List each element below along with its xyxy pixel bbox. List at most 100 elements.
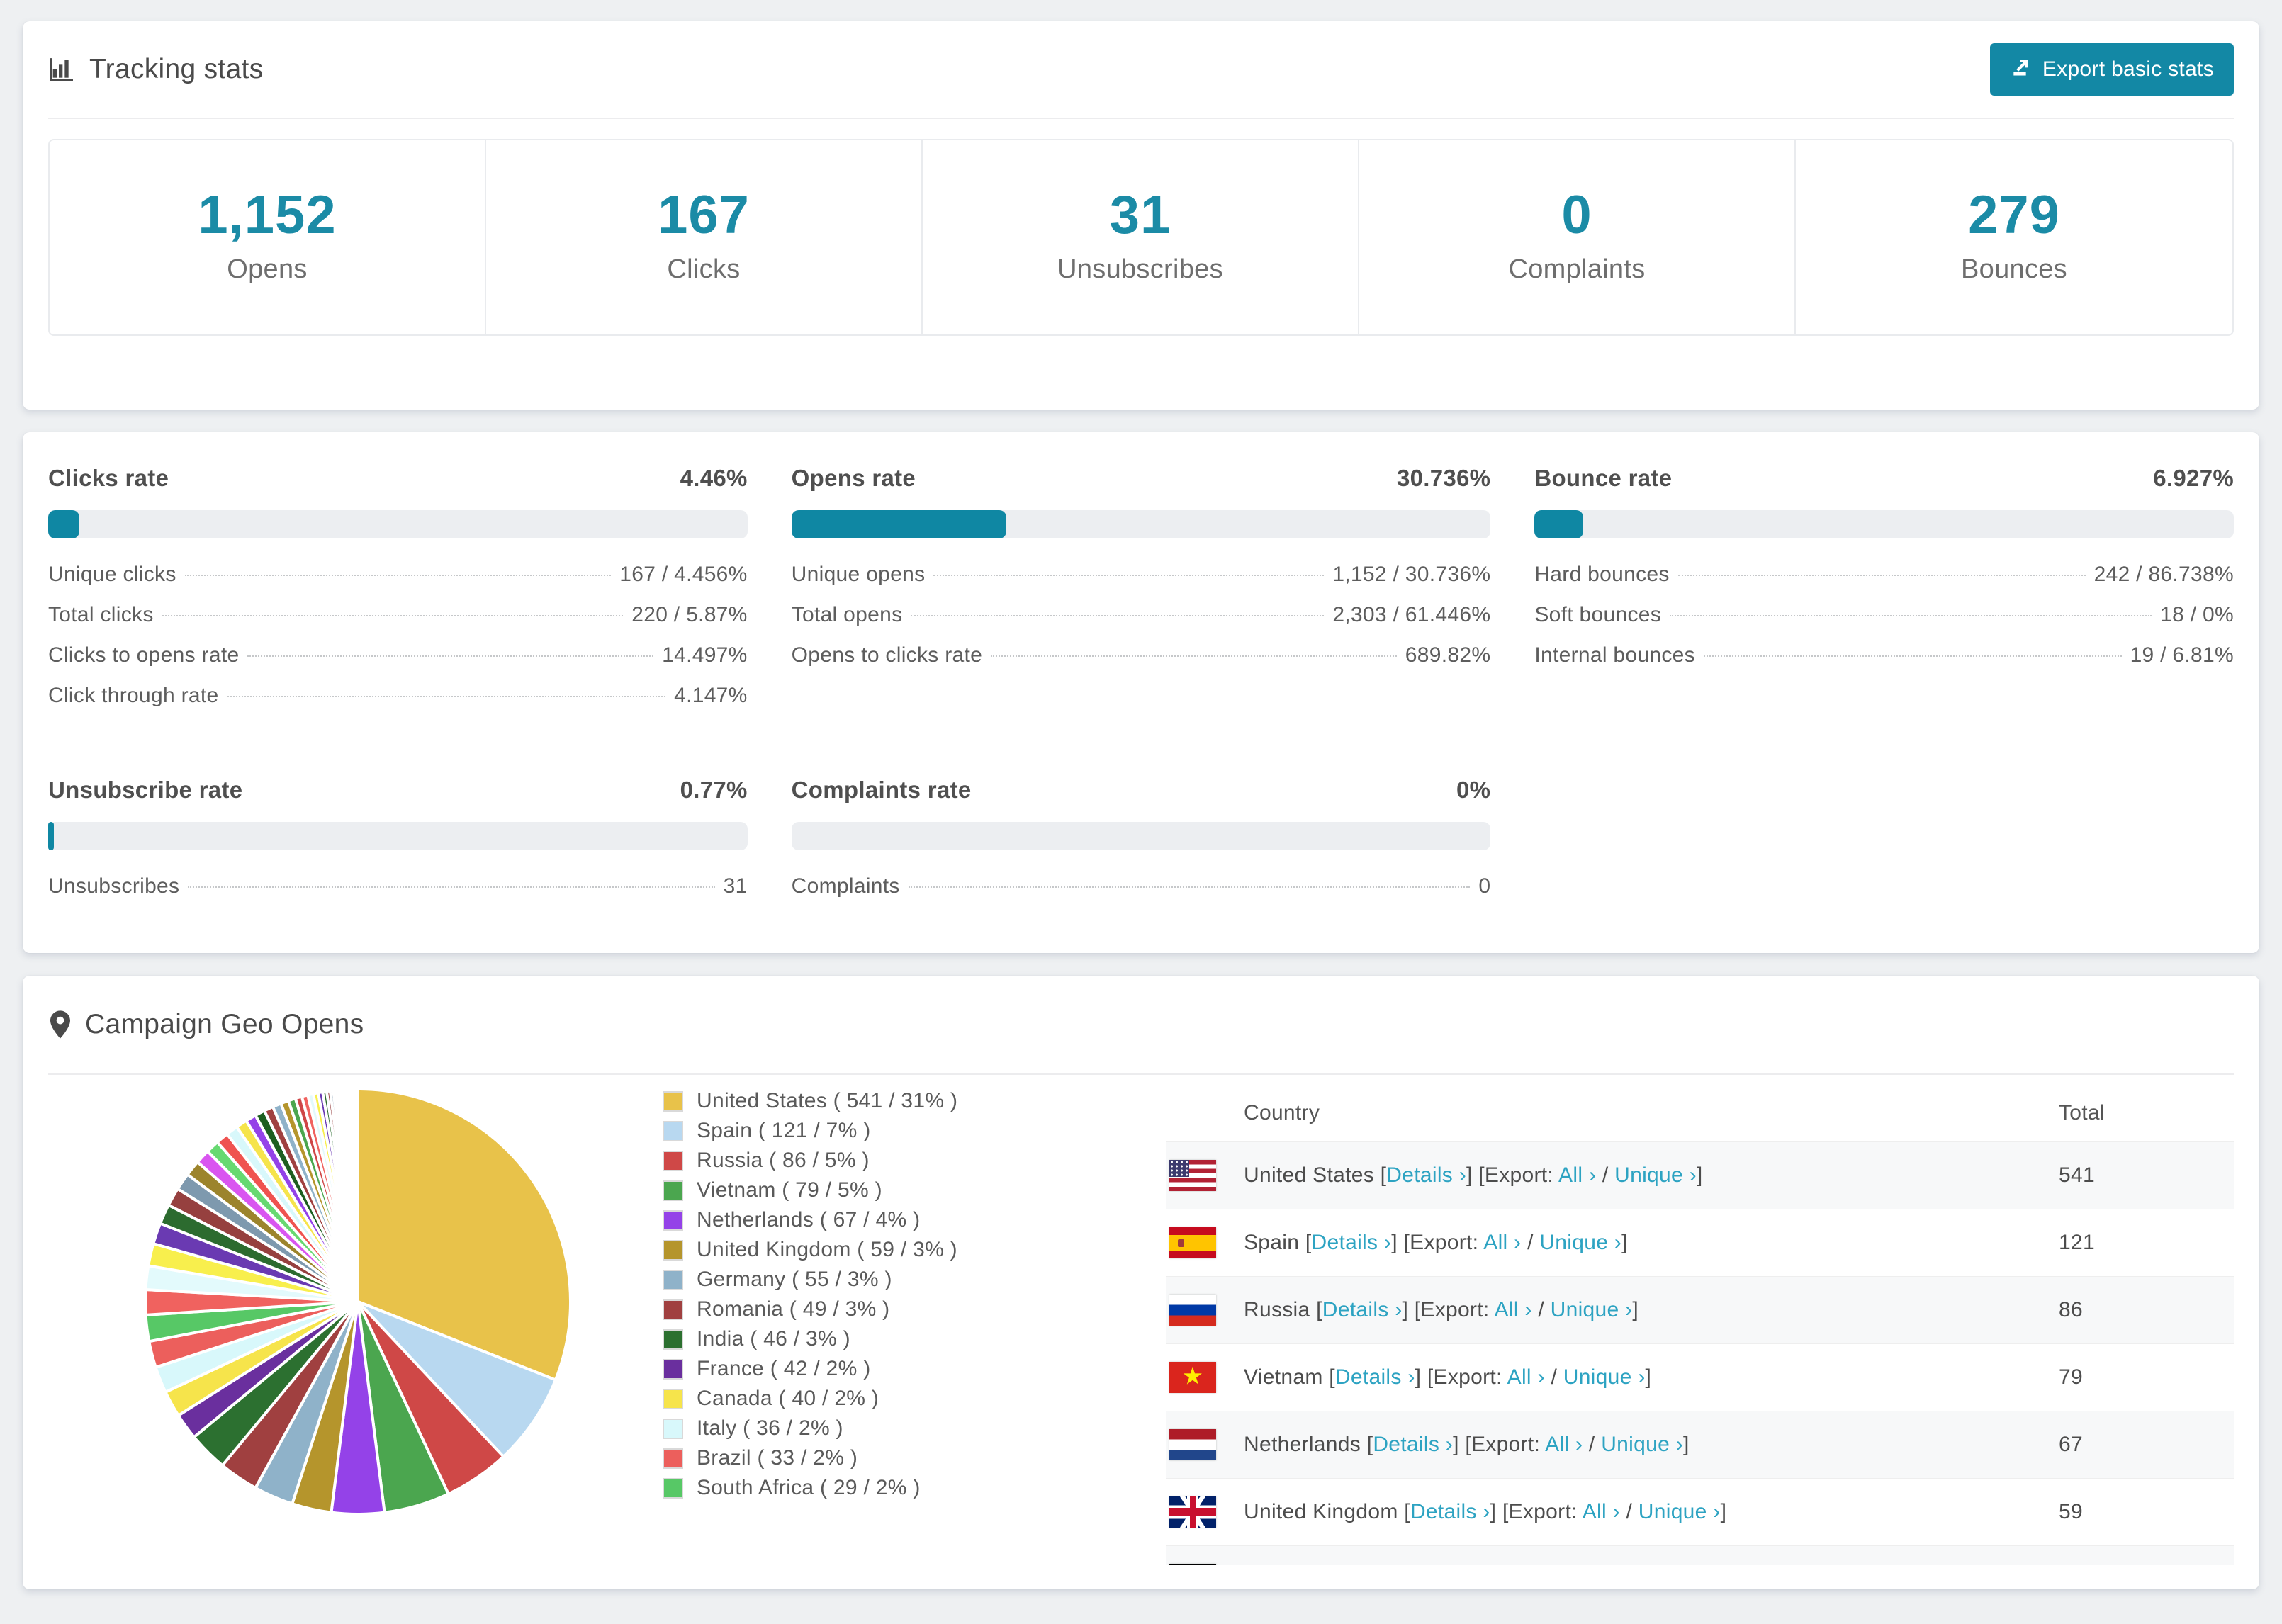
legend-item: Italy ( 36 / 2% ) (663, 1414, 957, 1443)
dotted-leader (247, 655, 654, 657)
legend-swatch (663, 1090, 683, 1112)
legend-swatch (663, 1239, 683, 1261)
export-unique-link[interactable]: Unique › (1539, 1231, 1622, 1254)
export-all-link[interactable]: All › (1507, 1365, 1545, 1389)
rate-progress-fill (48, 822, 54, 850)
rate-value: 4.46% (680, 465, 748, 491)
dotted-leader (908, 886, 1471, 888)
country-cell: United States [Details ›] [Export: All ›… (1244, 1163, 1703, 1187)
export-all-link[interactable]: All › (1558, 1163, 1597, 1187)
rate-detail-label: Total opens (791, 603, 903, 626)
stat-value: 167 (658, 185, 750, 245)
export-unique-link[interactable]: Unique › (1614, 1163, 1697, 1187)
rate-detail-row: Unsubscribes 31 (48, 874, 748, 915)
legend-item: Russia ( 86 / 5% ) (663, 1146, 957, 1175)
stat-value: 0 (1561, 185, 1592, 245)
rate-title: Bounce rate (1534, 465, 1673, 491)
export-all-link[interactable]: All › (1494, 1298, 1532, 1321)
rate-detail-value: 242 / 86.738% (2093, 563, 2234, 586)
export-basic-stats-button[interactable]: Export basic stats (1989, 43, 2234, 96)
legend-item: South Africa ( 29 / 2% ) (663, 1473, 957, 1503)
dotted-leader (184, 575, 612, 576)
dotted-leader (1670, 615, 2152, 616)
rate-value: 0.77% (680, 777, 748, 803)
legend-swatch (663, 1150, 683, 1171)
rate-detail-label: Unique clicks (48, 563, 176, 586)
country-cell: Spain [Details ›] [Export: All › / Uniqu… (1244, 1231, 1628, 1254)
legend-label: Brazil ( 33 / 2% ) (697, 1446, 858, 1470)
rate-value: 30.736% (1396, 465, 1491, 491)
legend-label: Romania ( 49 / 3% ) (697, 1297, 890, 1321)
details-link[interactable]: Details › (1373, 1433, 1454, 1456)
rate-detail-value: 4.147% (674, 684, 748, 707)
country-flag-icon (1169, 1564, 1216, 1565)
rate-block: Complaints rate 0% Complaints 0 (791, 765, 1491, 915)
legend-item: Germany ( 55 / 3% ) (663, 1265, 957, 1295)
country-flag-icon (1169, 1295, 1216, 1326)
export-all-link[interactable]: All › (1483, 1231, 1522, 1254)
country-cell: United Kingdom [Details ›] [Export: All … (1244, 1500, 1727, 1523)
details-link[interactable]: Details › (1334, 1365, 1415, 1389)
details-link[interactable]: Details › (1311, 1231, 1392, 1254)
details-link[interactable]: Details › (1322, 1298, 1403, 1321)
legend-label: South Africa ( 29 / 2% ) (697, 1476, 921, 1499)
legend-swatch (663, 1269, 683, 1290)
geo-table-row: Netherlands [Details ›] [Export: All › /… (1166, 1411, 2234, 1478)
legend-item: Vietnam ( 79 / 5% ) (663, 1175, 957, 1205)
geo-table-header: Country Total (1166, 1085, 2234, 1141)
rate-title: Opens rate (791, 465, 916, 491)
stat-label: Bounces (1961, 254, 2067, 284)
rate-detail-value: 14.497% (662, 643, 748, 667)
rates-card: Clicks rate 4.46% Unique clicks 167 / 4.… (23, 432, 2259, 953)
total-cell: 59 (2059, 1500, 2083, 1523)
legend-label: Netherlands ( 67 / 4% ) (697, 1208, 921, 1231)
summary-stat: 1,152 Opens (50, 140, 486, 334)
rate-detail-row: Unique clicks 167 / 4.456% (48, 563, 748, 603)
rate-detail-row: Soft bounces 18 / 0% (1534, 603, 2234, 643)
summary-stat: 31 Unsubscribes (923, 140, 1359, 334)
rate-detail-label: Click through rate (48, 684, 219, 707)
rate-detail-row: Total clicks 220 / 5.87% (48, 603, 748, 643)
stat-label: Complaints (1508, 254, 1646, 284)
summary-stats-row: 1,152 Opens 167 Clicks 31 Unsubscribes 0… (48, 139, 2234, 336)
legend-label: United States ( 541 / 31% ) (697, 1089, 958, 1112)
geo-opens-body: United States ( 541 / 31% ) Spain ( 121 … (23, 1075, 2259, 1565)
geo-opens-header: Campaign Geo Opens (48, 976, 2234, 1075)
country-flag-icon (1169, 1362, 1216, 1393)
rate-detail-value: 2,303 / 61.446% (1332, 603, 1491, 626)
rate-detail-value: 1,152 / 30.736% (1332, 563, 1491, 586)
legend-item: India ( 46 / 3% ) (663, 1324, 957, 1354)
rate-progress-fill (1534, 510, 1583, 538)
rate-progress-fill (48, 510, 79, 538)
details-link[interactable]: Details › (1386, 1163, 1467, 1187)
rate-value: 0% (1456, 777, 1491, 803)
stat-label: Unsubscribes (1057, 254, 1223, 284)
legend-label: Spain ( 121 / 7% ) (697, 1119, 871, 1142)
rate-detail-label: Complaints (791, 874, 900, 898)
rate-block: Unsubscribe rate 0.77% Unsubscribes 31 (48, 765, 748, 915)
geo-opens-card: Campaign Geo Opens United States ( 541 /… (23, 976, 2259, 1589)
geo-table-row: United States [Details ›] [Export: All ›… (1166, 1141, 2234, 1209)
legend-swatch (663, 1329, 683, 1350)
export-all-link[interactable]: All › (1545, 1433, 1583, 1456)
export-unique-link[interactable]: Unique › (1550, 1298, 1633, 1321)
geo-opens-title: Campaign Geo Opens (48, 1009, 364, 1040)
summary-stat: 0 Complaints (1359, 140, 1796, 334)
export-unique-link[interactable]: Unique › (1563, 1365, 1646, 1389)
export-all-link[interactable]: All › (1582, 1500, 1620, 1523)
rate-progress-track (48, 822, 748, 850)
dotted-leader (162, 615, 624, 616)
total-cell: 121 (2059, 1231, 2095, 1254)
country-cell: Russia [Details ›] [Export: All › / Uniq… (1244, 1298, 1639, 1321)
dotted-leader (1677, 575, 2086, 576)
details-link[interactable]: Details › (1410, 1500, 1490, 1523)
rate-detail-value: 18 / 0% (2160, 603, 2234, 626)
dotted-leader (227, 696, 666, 697)
bar-chart-icon (48, 55, 77, 84)
stat-value: 31 (1109, 185, 1171, 245)
export-unique-link[interactable]: Unique › (1601, 1433, 1683, 1456)
country-cell: Netherlands [Details ›] [Export: All › /… (1244, 1433, 1690, 1456)
rate-title: Clicks rate (48, 465, 169, 491)
export-unique-link[interactable]: Unique › (1638, 1500, 1721, 1523)
rate-detail-label: Soft bounces (1534, 603, 1662, 626)
